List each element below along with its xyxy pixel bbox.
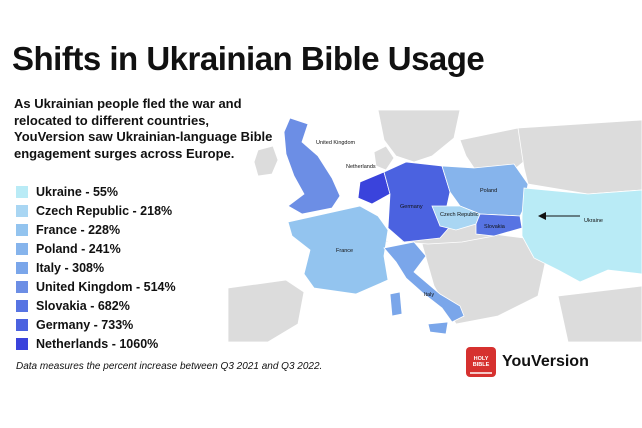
page-title: Shifts in Ukrainian Bible Usage [12, 40, 485, 77]
legend-swatch [16, 242, 28, 255]
legend-swatch [16, 185, 28, 198]
germany-shape [383, 161, 455, 243]
legend-swatch [16, 337, 28, 350]
netherlands-shape [357, 171, 391, 205]
label-uk: United Kingdom [316, 140, 356, 146]
arrow-head-icon [538, 212, 546, 220]
uk-shape [283, 117, 341, 215]
legend-item-slovakia: Slovakia - 682% [16, 296, 176, 315]
legend-item-netherlands: Netherlands - 1060% [16, 334, 176, 353]
sicily-shape [427, 321, 449, 335]
legend-label: Slovakia - 682% [36, 298, 130, 313]
label-czech: Czech Republic [440, 212, 479, 218]
legend-item-italy: Italy - 308% [16, 258, 176, 277]
youversion-brand: HOLY BIBLE YouVersion [466, 347, 589, 377]
label-ukraine: Ukraine [584, 218, 603, 224]
label-netherlands: Netherlands [346, 164, 376, 170]
baltics-shape [459, 127, 529, 169]
label-italy: Italy [424, 292, 434, 298]
ukraine-shape [521, 187, 642, 283]
legend-label: United Kingdom - 514% [36, 279, 176, 294]
denmark-shape [373, 145, 395, 171]
legend-item-germany: Germany - 733% [16, 315, 176, 334]
turkey-shape [557, 285, 642, 342]
legend-label: Ukraine - 55% [36, 184, 118, 199]
france-shape [287, 205, 389, 295]
legend-item-united-kingdom: United Kingdom - 514% [16, 277, 176, 296]
sardinia-shape [389, 291, 403, 317]
brand-name: YouVersion [502, 353, 589, 370]
legend-swatch [16, 223, 28, 236]
label-poland: Poland [480, 188, 497, 194]
legend-swatch [16, 261, 28, 274]
legend-item-czech-republic: Czech Republic - 218% [16, 201, 176, 220]
legend-item-poland: Poland - 241% [16, 239, 176, 258]
legend-swatch [16, 318, 28, 331]
spain-shape [228, 279, 305, 342]
legend-swatch [16, 280, 28, 293]
legend-label: Germany - 733% [36, 317, 134, 332]
bible-app-icon: HOLY BIBLE [466, 347, 496, 377]
legend-item-france: France - 228% [16, 220, 176, 239]
intro-text: As Ukrainian people fled the war and rel… [14, 96, 273, 161]
legend-swatch [16, 299, 28, 312]
footnote: Data measures the percent increase betwe… [16, 361, 323, 372]
legend-label: Italy - 308% [36, 260, 105, 275]
italy-shape [383, 241, 465, 323]
label-france: France [336, 248, 353, 254]
legend: Ukraine - 55% Czech Republic - 218% Fran… [16, 182, 176, 353]
legend-item-ukraine: Ukraine - 55% [16, 182, 176, 201]
legend-label: Netherlands - 1060% [36, 336, 159, 351]
ireland-shape [253, 145, 279, 177]
legend-label: Czech Republic - 218% [36, 203, 173, 218]
legend-label: Poland - 241% [36, 241, 121, 256]
legend-label: France - 228% [36, 222, 121, 237]
europe-map: United Kingdom Netherlands Germany Polan… [228, 110, 642, 342]
scandinavia-shape [377, 110, 461, 163]
legend-swatch [16, 204, 28, 217]
label-slovakia: Slovakia [484, 224, 506, 230]
belarus-russia-shape [517, 119, 642, 195]
label-germany: Germany [400, 204, 423, 210]
